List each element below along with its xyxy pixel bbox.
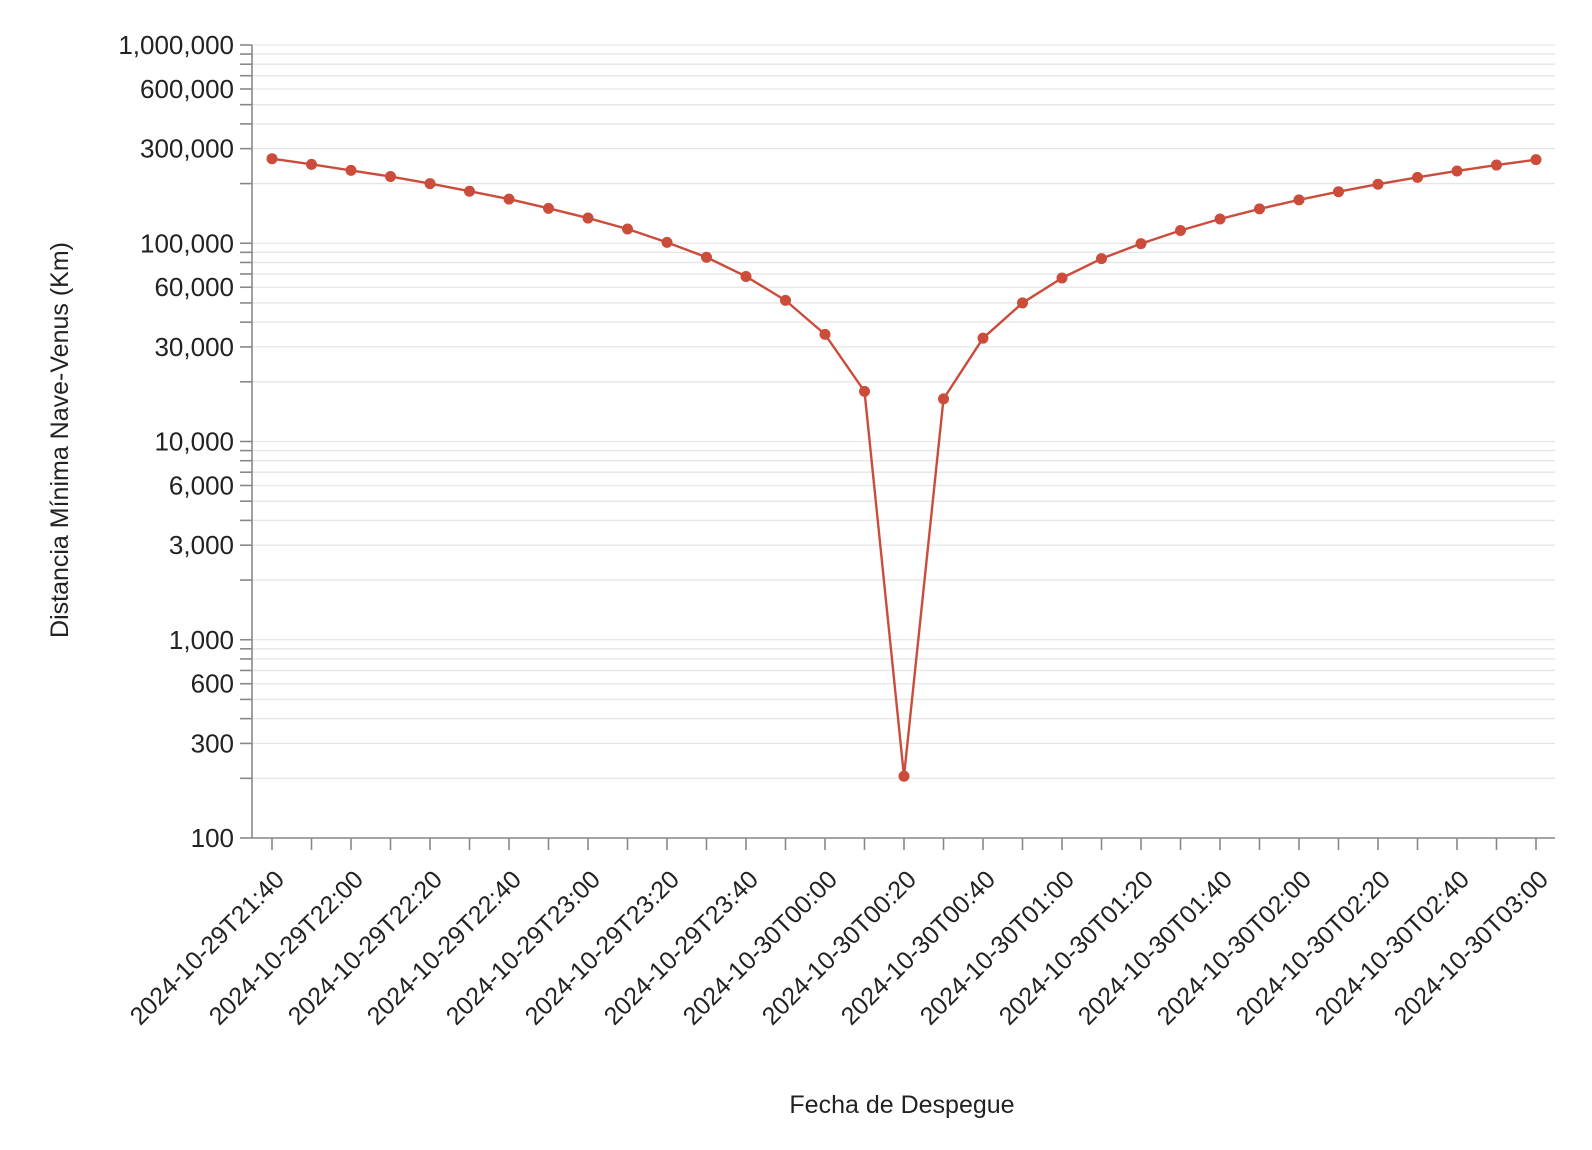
grid-lines bbox=[252, 44, 1555, 839]
data-point[interactable] bbox=[1135, 238, 1147, 250]
y-tick-label: 3,000 bbox=[169, 530, 234, 560]
data-point[interactable] bbox=[306, 158, 317, 170]
data-point[interactable] bbox=[1491, 159, 1502, 171]
y-tick-label: 1,000,000 bbox=[118, 30, 234, 60]
data-point[interactable] bbox=[740, 270, 752, 282]
data-point[interactable] bbox=[1214, 213, 1226, 225]
data-point[interactable] bbox=[582, 212, 594, 224]
data-point[interactable] bbox=[701, 251, 712, 263]
data-point[interactable] bbox=[1254, 203, 1265, 215]
data-point[interactable] bbox=[1056, 272, 1068, 284]
data-point[interactable] bbox=[938, 393, 949, 405]
x-axis: 2024-10-29T21:402024-10-29T22:002024-10-… bbox=[125, 837, 1555, 1031]
data-point[interactable] bbox=[345, 164, 357, 176]
y-tick-label: 30,000 bbox=[154, 332, 234, 362]
data-point[interactable] bbox=[503, 193, 515, 205]
y-tick-label: 100,000 bbox=[140, 228, 234, 258]
data-point[interactable] bbox=[898, 770, 910, 782]
data-point[interactable] bbox=[266, 153, 278, 165]
data-point[interactable] bbox=[661, 236, 673, 248]
data-point[interactable] bbox=[1333, 186, 1344, 198]
data-point[interactable] bbox=[977, 332, 989, 344]
y-tick-label: 300 bbox=[191, 728, 234, 758]
y-axis: 100 300 600 1,000 3,000 6,000 10,000 30,000 60,0… bbox=[118, 30, 253, 853]
data-point[interactable] bbox=[859, 385, 870, 397]
x-axis-title: Fecha de Despegue bbox=[789, 1091, 1014, 1119]
y-tick-label: 1,000 bbox=[169, 625, 234, 655]
y-tick-label: 6,000 bbox=[169, 470, 234, 500]
data-point[interactable] bbox=[543, 202, 554, 214]
data-point[interactable] bbox=[1412, 171, 1423, 183]
data-point[interactable] bbox=[1372, 178, 1384, 190]
data-point[interactable] bbox=[780, 294, 791, 306]
data-point[interactable] bbox=[1530, 154, 1542, 166]
y-tick-label: 300,000 bbox=[140, 134, 234, 164]
y-tick-label: 100 bbox=[191, 823, 234, 853]
data-point[interactable] bbox=[819, 328, 831, 340]
y-tick-label: 10,000 bbox=[154, 427, 234, 457]
series-layer bbox=[266, 153, 1542, 782]
y-axis-title: Distancia Mínima Nave-Venus (Km) bbox=[46, 242, 74, 638]
data-point[interactable] bbox=[424, 178, 436, 190]
y-tick-label: 600,000 bbox=[140, 74, 234, 104]
data-point[interactable] bbox=[385, 171, 396, 183]
data-point[interactable] bbox=[464, 185, 475, 197]
data-point[interactable] bbox=[1293, 194, 1305, 206]
data-point[interactable] bbox=[1096, 253, 1107, 265]
data-point[interactable] bbox=[1175, 224, 1186, 236]
data-point[interactable] bbox=[1017, 297, 1028, 309]
x-tick-label: 2024-10-30T03:00 bbox=[1389, 865, 1554, 1030]
data-point[interactable] bbox=[1451, 165, 1463, 177]
y-tick-label: 600 bbox=[191, 669, 234, 699]
y-tick-label: 60,000 bbox=[154, 272, 234, 302]
data-point[interactable] bbox=[622, 223, 633, 235]
